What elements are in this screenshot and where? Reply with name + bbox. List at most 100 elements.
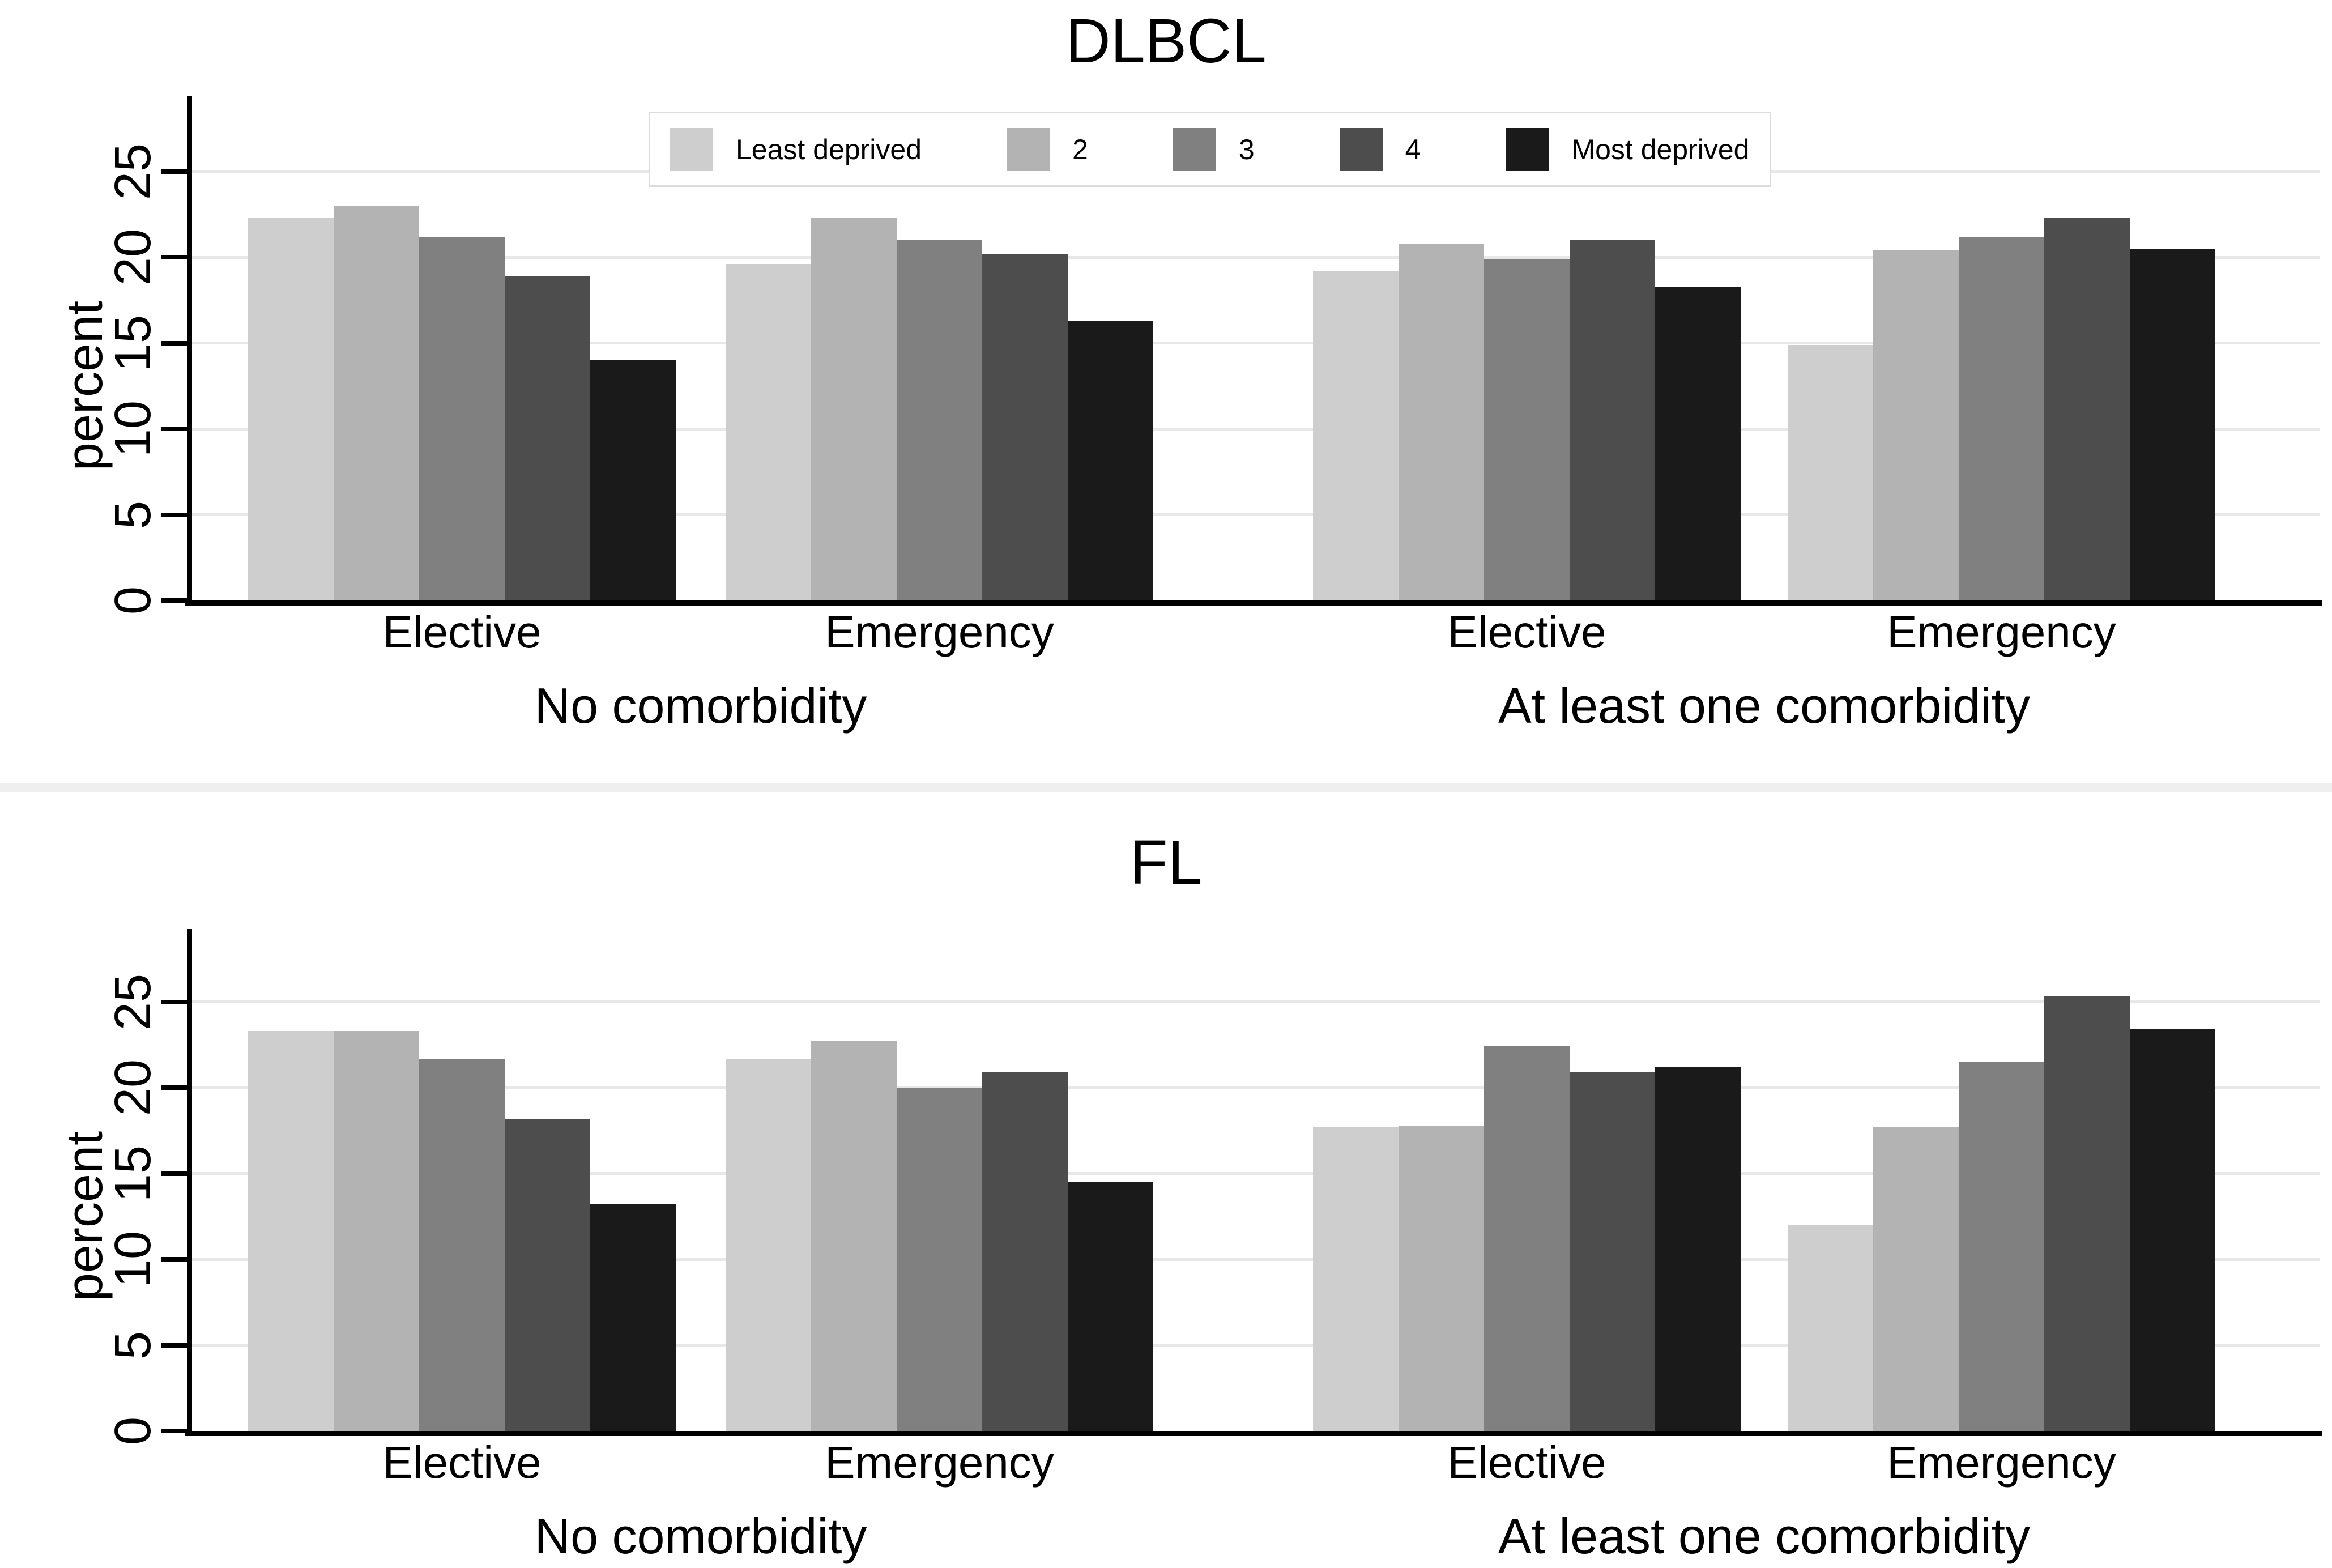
bar [897,1088,982,1431]
bar [1068,1182,1153,1431]
legend-swatch [670,127,713,171]
y-tick [161,340,187,346]
bar [811,218,897,600]
bar [1959,236,2044,600]
legend-swatch [1506,127,1549,171]
x-category-label: Elective [1447,1437,1606,1488]
bar [726,1058,811,1431]
gridline [187,427,2320,431]
bar [1788,344,1873,600]
x-group-label: No comorbidity [534,678,867,734]
x-category-label: Emergency [825,1437,1054,1488]
gridline [187,1258,2320,1261]
bar [1959,1062,2044,1431]
chart-title-fl: FL [1129,828,1203,897]
legend: Least deprived 2 3 4 Most deprived [649,112,1771,187]
y-tick-label: 25 [104,973,161,1030]
bar [1484,259,1570,600]
bar [248,218,334,600]
y-axis-label: percent [56,1131,113,1302]
bar [2130,1029,2215,1431]
legend-swatch [1339,127,1383,171]
legend-label: 4 [1405,133,1421,165]
bar [1313,271,1399,600]
legend-label: 2 [1072,133,1088,165]
bar [1313,1127,1399,1431]
gridline [187,255,2320,259]
x-category-label: Emergency [825,607,1054,657]
x-axis-line [185,600,2322,606]
y-tick [161,427,187,431]
bar [590,360,676,600]
chart-title-dlbcl: DLBCL [1065,6,1267,76]
x-category-label: Elective [1447,607,1606,657]
legend-item: 4 [1339,127,1421,171]
y-tick [161,1429,187,1433]
legend-swatch [1007,127,1050,171]
y-tick [161,598,187,603]
x-axis-line [185,1431,2322,1436]
gridline [187,342,2320,344]
bar [1399,1125,1484,1431]
legend-item: Least deprived [670,127,922,171]
legend-item: 2 [1007,127,1088,171]
plot-area: Elective Emergency No comorbidity Elective E… [187,929,2320,1563]
legend-swatch [1173,127,1216,171]
bar [2130,248,2215,600]
y-axis-label: percent [56,301,113,471]
bar [505,276,590,600]
x-category-label: Elective [382,1437,542,1488]
gridline [187,1344,2320,1347]
y-tick-label: 25 [104,143,161,200]
y-tick [161,255,187,259]
y-axis-line [187,929,192,1434]
bar [248,1031,334,1431]
bar [1570,240,1655,600]
y-tick [161,512,187,517]
gridline [187,1086,2320,1089]
bar [982,253,1068,600]
x-group-label: At least one comorbidity [1498,1508,2031,1564]
bar [1570,1072,1655,1431]
x-category-label: Emergency [1887,1437,2116,1488]
bar [1655,286,1741,600]
x-category-label: Elective [382,607,542,657]
legend-item: 3 [1173,127,1255,171]
x-group-label: No comorbidity [534,1508,867,1564]
bar [505,1118,590,1431]
bar [419,1058,505,1431]
x-group-label: At least one comorbidity [1498,678,2031,734]
bar [1873,1127,1959,1431]
bar [982,1072,1068,1431]
bar [334,1031,419,1431]
panel-divider [0,783,2332,792]
legend-label: Least deprived [736,133,922,165]
bar [1068,321,1153,600]
y-tick [161,999,187,1004]
bar [1399,243,1484,600]
plot-area: Elective Emergency No comorbidity Elective E… [187,96,2320,733]
bar [334,206,419,600]
legend-label: Most deprived [1571,133,1750,165]
y-tick [161,169,187,174]
gridline [187,513,2320,516]
gridline [187,1172,2320,1175]
y-tick [161,1257,187,1262]
bar [1484,1046,1570,1431]
y-tick [161,1343,187,1348]
gridline [187,1000,2320,1003]
x-category-label: Emergency [1887,607,2116,657]
bar [1873,250,1959,600]
bar [897,240,982,600]
y-tick-label: 0 [104,1416,161,1446]
bar [2044,996,2130,1431]
y-axis-line [187,96,192,603]
bar [419,236,505,600]
bar [811,1041,897,1431]
bar [590,1204,676,1431]
y-tick [161,1085,187,1090]
legend-label: 3 [1238,133,1255,165]
bar [1655,1067,1741,1431]
y-tick-label: 0 [104,586,161,615]
